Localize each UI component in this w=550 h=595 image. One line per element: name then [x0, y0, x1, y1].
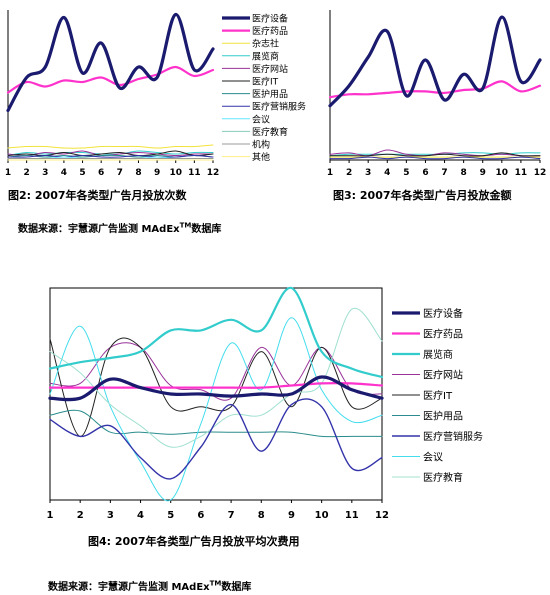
legend-label: 医护用品 [423, 409, 463, 422]
x-tick-label: 2 [77, 510, 84, 521]
legend-label: 医疗教育 [423, 471, 463, 484]
x-tick-label: 3 [365, 168, 371, 178]
chart-ad-count-legend: 医疗设备医疗药品杂志社展览商医疗网站医疗IT医护用品医疗营销服务会议医疗教育机构… [222, 13, 306, 163]
series-line [328, 80, 542, 99]
x-tick-label: 4 [137, 510, 144, 521]
series-line [7, 144, 214, 149]
x-tick-label: 9 [154, 168, 160, 178]
series-line [48, 382, 384, 389]
x-tick-label: 6 [422, 168, 428, 178]
chart-ad-count: 123456789101112医疗设备医疗药品杂志社展览商医疗网站医疗IT医护用… [5, 10, 220, 178]
x-tick-label: 11 [188, 168, 201, 178]
x-tick-label: 8 [461, 168, 467, 178]
chart-ad-spend: 1 2 3 4 5 6 7 8 9 10 11 12 [327, 10, 547, 178]
x-tick-label: 1 [327, 168, 333, 178]
series-line [7, 155, 214, 158]
series-line [328, 15, 542, 108]
legend-label: 医疗教育 [252, 126, 288, 138]
legend-label: 机构 [252, 139, 270, 151]
series-line [48, 286, 384, 379]
x-tick-label: 12 [375, 510, 389, 521]
legend-label: 医疗IT [252, 76, 279, 88]
legend-label: 杂志社 [252, 38, 279, 50]
series-line [49, 342, 383, 401]
x-tick-label: 7 [228, 510, 235, 521]
chart-ad-count-title: 图2: 2007年各类型广告月投放次数 [8, 189, 187, 202]
x-tick-label: 10 [315, 510, 329, 521]
legend-label: 医疗设备 [423, 307, 463, 320]
series-line [329, 152, 541, 157]
x-tick-label: 2 [346, 168, 352, 178]
x-tick-label: 3 [107, 510, 114, 521]
legend-label: 医疗网站 [252, 63, 288, 75]
x-tick-label: 9 [480, 168, 486, 178]
legend-label: 会议 [423, 450, 443, 463]
series-line [7, 150, 214, 156]
legend-label: 医疗药品 [423, 327, 463, 340]
legend-label: 医护用品 [252, 88, 288, 100]
x-tick-label: 11 [345, 510, 359, 521]
data-source-note: 数据来源：宇慧源广告监测 MAdExTM数据库 [18, 221, 222, 235]
x-tick-label: 10 [496, 168, 509, 178]
legend-label: 展览商 [423, 348, 453, 361]
x-tick-label: 7 [441, 168, 447, 178]
x-tick-label: 7 [117, 168, 123, 178]
legend-label: 医疗设备 [252, 13, 288, 25]
series-line [329, 156, 541, 160]
series-line [6, 65, 215, 94]
legend-label: 医疗药品 [252, 25, 288, 37]
x-tick-label: 6 [197, 510, 204, 521]
chart-ad-spend-title: 图3: 2007年各类型广告月投放金额 [333, 189, 512, 202]
x-tick-label: 8 [135, 168, 141, 178]
legend-label: 医疗网站 [423, 368, 463, 381]
legend-label: 医疗IT [423, 389, 453, 402]
legend-label: 展览商 [252, 50, 279, 62]
series-line [48, 375, 384, 402]
legend-label: 医疗营销服务 [252, 101, 306, 113]
legend-label: 其他 [252, 151, 270, 163]
x-tick-label: 12 [207, 168, 220, 178]
chart-avg-cost-title: 图4: 2007年各类型广告月投放平均次费用 [88, 535, 300, 548]
x-tick-label: 5 [403, 168, 409, 178]
chart-avg-cost: 1 2 3 4 5 6 7 8 9 10 11 12医疗设备医疗药品展览商医疗网站医疗IT医护用品医疗… [47, 286, 483, 521]
series-line [49, 317, 383, 502]
x-tick-label: 11 [515, 168, 528, 178]
x-tick-label: 1 [47, 510, 54, 521]
series-line [6, 12, 215, 113]
x-tick-label: 2 [24, 168, 30, 178]
legend-label: 医疗营销服务 [423, 430, 483, 443]
series-line [49, 398, 383, 480]
x-tick-label: 6 [98, 168, 104, 178]
data-source-note-2: 数据来源：宇慧源广告监测 MAdExTM数据库 [48, 579, 252, 593]
x-tick-label: 5 [79, 168, 85, 178]
series-line [49, 409, 383, 438]
x-tick-label: 9 [288, 510, 295, 521]
x-tick-label: 10 [169, 168, 182, 178]
x-tick-label: 1 [5, 168, 11, 178]
x-tick-label: 12 [534, 168, 547, 178]
x-tick-label: 5 [167, 510, 174, 521]
x-tick-label: 8 [258, 510, 265, 521]
x-tick-label: 4 [384, 168, 390, 178]
series-line [49, 307, 383, 448]
legend-label: 会议 [252, 113, 270, 125]
x-tick-label: 3 [42, 168, 48, 178]
x-tick-label: 4 [61, 168, 67, 178]
